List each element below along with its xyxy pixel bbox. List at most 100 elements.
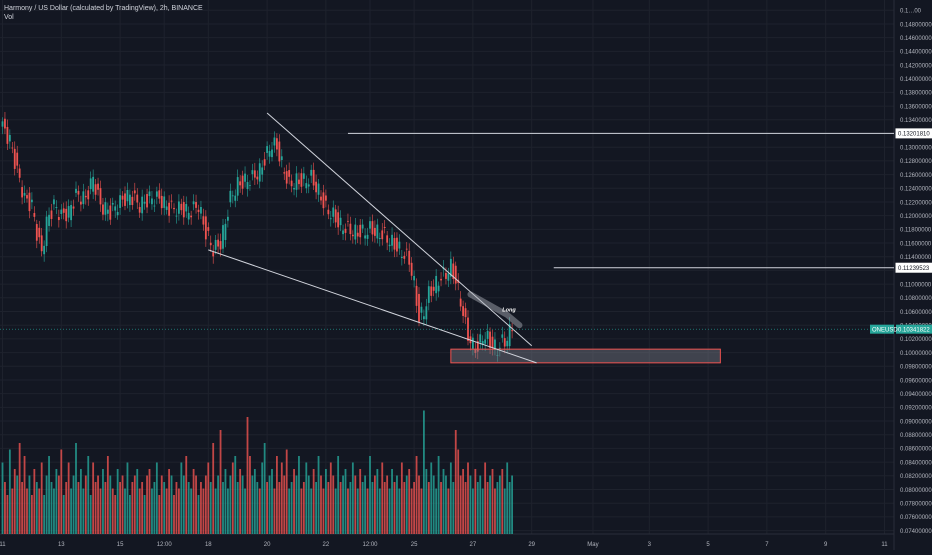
volume-bar (31, 495, 33, 534)
volume-bar (94, 482, 97, 534)
volume-bar (437, 456, 440, 534)
volume-bar (386, 475, 389, 534)
candle-body (305, 183, 308, 189)
candle-body (207, 227, 210, 231)
volume-label: Vol (4, 14, 14, 21)
candle-body (138, 207, 141, 213)
volume-bar (116, 469, 119, 534)
volume-bar (489, 475, 491, 534)
volume-bar (491, 469, 494, 534)
candle-body (501, 334, 504, 338)
candle-body (97, 183, 99, 190)
candle-body (408, 250, 411, 265)
candle-body (327, 209, 330, 215)
candle-body (425, 306, 428, 320)
volume-bar (506, 462, 509, 534)
candle-body (21, 187, 23, 198)
volume-bar (197, 495, 200, 534)
candle-body (212, 252, 215, 257)
volume-bar (219, 430, 222, 534)
volume-bar (508, 482, 511, 534)
volume-bar (33, 469, 36, 534)
y-tick-label: 0.12600000 (900, 173, 932, 179)
candle-body (227, 216, 229, 221)
y-tick-label: 0.12800000 (900, 159, 932, 165)
candle-body (62, 208, 65, 213)
volume-bar (246, 417, 249, 534)
volume-bar (383, 482, 386, 534)
candle-body (45, 216, 48, 247)
support-zone (450, 348, 721, 364)
volume-bar (53, 488, 55, 534)
candle-body (153, 205, 156, 207)
volume-bar (290, 482, 293, 534)
candle-body (261, 167, 264, 175)
volume-bar (80, 469, 82, 534)
candle-body (192, 201, 195, 205)
volume-bar (263, 443, 266, 534)
candle-body (136, 194, 139, 203)
candle-body (160, 195, 163, 209)
resistance-1-label: 0.13201810 (898, 132, 930, 138)
volume-bar (339, 482, 342, 534)
candle-body (50, 210, 53, 219)
candle-body (8, 134, 11, 142)
candle-body (278, 141, 281, 162)
candle-body (253, 170, 256, 178)
candle-body (298, 179, 300, 185)
candle-body (484, 339, 487, 344)
volume-bar (170, 475, 173, 534)
candle-body (393, 238, 396, 250)
volume-bar (13, 469, 16, 534)
volume-bar (138, 488, 141, 534)
volume-bar (400, 462, 403, 534)
volume-bar (182, 475, 185, 534)
volume-bar (204, 475, 207, 534)
candle-body (182, 202, 185, 218)
volume-bar (435, 488, 438, 534)
candle-body (23, 192, 26, 196)
y-tick-label: 0.10200000 (900, 337, 932, 343)
y-tick-label: 0.11400000 (900, 255, 932, 261)
candle-body (72, 206, 75, 209)
candle-body (400, 256, 403, 258)
volume-bar (229, 475, 232, 534)
candle-body (106, 209, 109, 214)
x-tick-label: 12:00 (157, 542, 173, 548)
volume-bar (175, 482, 178, 534)
candle-body (129, 194, 131, 206)
y-tick-label: 0.09400000 (900, 392, 932, 398)
candle-body (214, 239, 217, 250)
volume-bar (190, 488, 193, 534)
candle-body (295, 173, 298, 190)
volume-bar (209, 482, 212, 534)
candle-body (84, 195, 87, 198)
volume-bar (62, 495, 65, 534)
candle-body (474, 349, 477, 353)
volume-bar (28, 475, 31, 534)
candle-body (111, 202, 114, 205)
y-tick-label: 0.07400000 (900, 529, 932, 535)
volume-bar (241, 475, 244, 534)
candle-body (476, 341, 479, 352)
candle-body (415, 285, 418, 306)
candle-body (234, 195, 237, 201)
candle-body (317, 183, 320, 195)
volume-bar (378, 488, 381, 534)
volume-bar (256, 482, 259, 534)
volume-bar (325, 469, 327, 534)
volume-bar (217, 475, 219, 534)
volume-bar (21, 482, 23, 534)
candle-body (217, 239, 219, 247)
volume-bar (474, 469, 477, 534)
volume-bar (467, 462, 469, 534)
volume-bar (454, 430, 457, 534)
volume-bar (251, 475, 254, 534)
volume-bar (273, 488, 276, 534)
candle-body (376, 224, 379, 239)
volume-bar (45, 475, 48, 534)
candle-body (241, 175, 244, 189)
candle-body (99, 188, 102, 205)
